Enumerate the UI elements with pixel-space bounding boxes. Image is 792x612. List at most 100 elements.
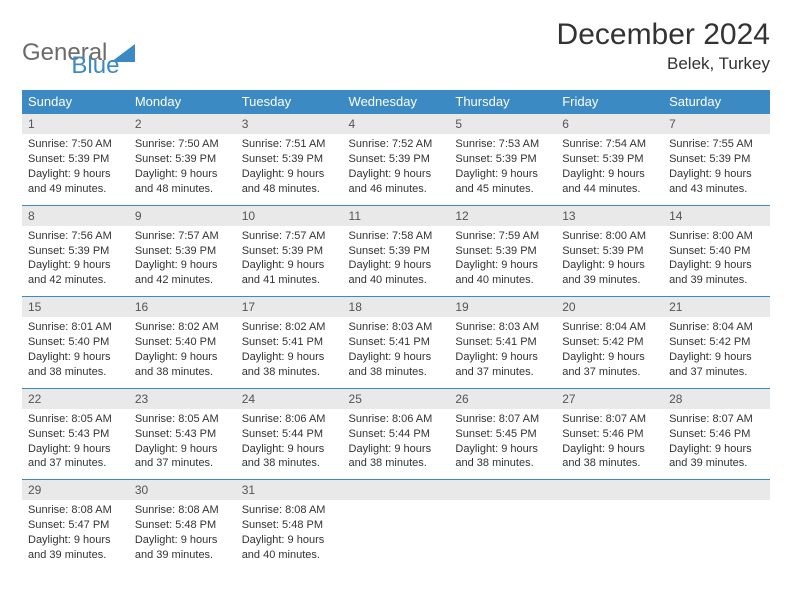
sunset-line: Sunset: 5:39 PM <box>28 152 123 167</box>
day-number: 1 <box>22 114 129 134</box>
calendar-cell <box>449 480 556 571</box>
sunset-line: Sunset: 5:41 PM <box>242 335 337 350</box>
sunset-line: Sunset: 5:40 PM <box>135 335 230 350</box>
daylight-line-1: Daylight: 9 hours <box>562 167 657 182</box>
weekday-sunday: Sunday <box>22 90 129 114</box>
sunrise-line: Sunrise: 7:51 AM <box>242 137 337 152</box>
day-number: 25 <box>343 389 450 409</box>
calendar-cell: 25Sunrise: 8:06 AMSunset: 5:44 PMDayligh… <box>343 388 450 480</box>
sunset-line: Sunset: 5:48 PM <box>242 518 337 533</box>
calendar-row: 22Sunrise: 8:05 AMSunset: 5:43 PMDayligh… <box>22 388 770 480</box>
day-body: Sunrise: 7:55 AMSunset: 5:39 PMDaylight:… <box>663 134 770 204</box>
calendar-cell: 15Sunrise: 8:01 AMSunset: 5:40 PMDayligh… <box>22 297 129 389</box>
calendar-cell: 1Sunrise: 7:50 AMSunset: 5:39 PMDaylight… <box>22 114 129 206</box>
day-number-empty <box>343 480 450 500</box>
day-body: Sunrise: 8:06 AMSunset: 5:44 PMDaylight:… <box>343 409 450 479</box>
day-number: 8 <box>22 206 129 226</box>
day-body: Sunrise: 8:07 AMSunset: 5:46 PMDaylight:… <box>556 409 663 479</box>
daylight-line-2: and 38 minutes. <box>135 365 230 380</box>
header: General Blue December 2024 Belek, Turkey <box>22 18 770 80</box>
sunrise-line: Sunrise: 7:53 AM <box>455 137 550 152</box>
daylight-line-2: and 39 minutes. <box>28 548 123 563</box>
day-body: Sunrise: 7:58 AMSunset: 5:39 PMDaylight:… <box>343 226 450 296</box>
daylight-line-1: Daylight: 9 hours <box>242 167 337 182</box>
day-number: 10 <box>236 206 343 226</box>
day-number: 15 <box>22 297 129 317</box>
weekday-wednesday: Wednesday <box>343 90 450 114</box>
day-body: Sunrise: 8:04 AMSunset: 5:42 PMDaylight:… <box>556 317 663 387</box>
sunrise-line: Sunrise: 7:54 AM <box>562 137 657 152</box>
calendar-cell <box>663 480 770 571</box>
daylight-line-1: Daylight: 9 hours <box>28 350 123 365</box>
calendar-row: 1Sunrise: 7:50 AMSunset: 5:39 PMDaylight… <box>22 114 770 206</box>
calendar-cell: 14Sunrise: 8:00 AMSunset: 5:40 PMDayligh… <box>663 205 770 297</box>
day-number: 3 <box>236 114 343 134</box>
day-number: 16 <box>129 297 236 317</box>
sunset-line: Sunset: 5:43 PM <box>28 427 123 442</box>
calendar-cell: 17Sunrise: 8:02 AMSunset: 5:41 PMDayligh… <box>236 297 343 389</box>
calendar-cell: 9Sunrise: 7:57 AMSunset: 5:39 PMDaylight… <box>129 205 236 297</box>
daylight-line-1: Daylight: 9 hours <box>349 167 444 182</box>
day-body: Sunrise: 8:03 AMSunset: 5:41 PMDaylight:… <box>449 317 556 387</box>
day-body: Sunrise: 8:04 AMSunset: 5:42 PMDaylight:… <box>663 317 770 387</box>
daylight-line-2: and 43 minutes. <box>669 182 764 197</box>
sunset-line: Sunset: 5:46 PM <box>562 427 657 442</box>
daylight-line-1: Daylight: 9 hours <box>242 350 337 365</box>
sunset-line: Sunset: 5:39 PM <box>562 152 657 167</box>
daylight-line-2: and 38 minutes. <box>349 365 444 380</box>
weekday-thursday: Thursday <box>449 90 556 114</box>
day-body-empty <box>556 500 663 562</box>
sunrise-line: Sunrise: 8:08 AM <box>135 503 230 518</box>
day-body: Sunrise: 7:51 AMSunset: 5:39 PMDaylight:… <box>236 134 343 204</box>
calendar-cell: 12Sunrise: 7:59 AMSunset: 5:39 PMDayligh… <box>449 205 556 297</box>
day-body: Sunrise: 8:03 AMSunset: 5:41 PMDaylight:… <box>343 317 450 387</box>
calendar-cell: 11Sunrise: 7:58 AMSunset: 5:39 PMDayligh… <box>343 205 450 297</box>
sunset-line: Sunset: 5:41 PM <box>349 335 444 350</box>
daylight-line-2: and 39 minutes. <box>135 548 230 563</box>
calendar-cell: 31Sunrise: 8:08 AMSunset: 5:48 PMDayligh… <box>236 480 343 571</box>
daylight-line-1: Daylight: 9 hours <box>349 442 444 457</box>
calendar-cell: 22Sunrise: 8:05 AMSunset: 5:43 PMDayligh… <box>22 388 129 480</box>
daylight-line-2: and 39 minutes. <box>562 273 657 288</box>
day-number: 31 <box>236 480 343 500</box>
day-body: Sunrise: 7:57 AMSunset: 5:39 PMDaylight:… <box>129 226 236 296</box>
sunrise-line: Sunrise: 7:58 AM <box>349 229 444 244</box>
day-body: Sunrise: 8:06 AMSunset: 5:44 PMDaylight:… <box>236 409 343 479</box>
day-body-empty <box>343 500 450 562</box>
daylight-line-2: and 38 minutes. <box>242 456 337 471</box>
daylight-line-1: Daylight: 9 hours <box>135 258 230 273</box>
sunset-line: Sunset: 5:39 PM <box>349 152 444 167</box>
calendar-cell: 23Sunrise: 8:05 AMSunset: 5:43 PMDayligh… <box>129 388 236 480</box>
daylight-line-2: and 39 minutes. <box>669 456 764 471</box>
day-number: 6 <box>556 114 663 134</box>
calendar-cell: 20Sunrise: 8:04 AMSunset: 5:42 PMDayligh… <box>556 297 663 389</box>
daylight-line-2: and 49 minutes. <box>28 182 123 197</box>
day-number: 20 <box>556 297 663 317</box>
calendar-row: 15Sunrise: 8:01 AMSunset: 5:40 PMDayligh… <box>22 297 770 389</box>
sunset-line: Sunset: 5:42 PM <box>562 335 657 350</box>
sunset-line: Sunset: 5:44 PM <box>349 427 444 442</box>
calendar-cell: 29Sunrise: 8:08 AMSunset: 5:47 PMDayligh… <box>22 480 129 571</box>
calendar-cell: 10Sunrise: 7:57 AMSunset: 5:39 PMDayligh… <box>236 205 343 297</box>
sunrise-line: Sunrise: 7:57 AM <box>135 229 230 244</box>
daylight-line-1: Daylight: 9 hours <box>669 442 764 457</box>
calendar-cell: 6 Sunrise: 7:54 AMSunset: 5:39 PMDaylight… <box>556 114 663 206</box>
sunset-line: Sunset: 5:39 PM <box>455 244 550 259</box>
sunset-line: Sunset: 5:47 PM <box>28 518 123 533</box>
weekday-friday: Friday <box>556 90 663 114</box>
sunset-line: Sunset: 5:48 PM <box>135 518 230 533</box>
sunrise-line: Sunrise: 7:50 AM <box>28 137 123 152</box>
day-number: 11 <box>343 206 450 226</box>
day-body: Sunrise: 7:59 AMSunset: 5:39 PMDaylight:… <box>449 226 556 296</box>
day-number: 5 <box>449 114 556 134</box>
calendar-row: 8Sunrise: 7:56 AMSunset: 5:39 PMDaylight… <box>22 205 770 297</box>
day-number-empty <box>663 480 770 500</box>
day-number: 22 <box>22 389 129 409</box>
day-number: 27 <box>556 389 663 409</box>
sunrise-line: Sunrise: 8:02 AM <box>242 320 337 335</box>
day-body: Sunrise: 8:07 AMSunset: 5:45 PMDaylight:… <box>449 409 556 479</box>
calendar-cell <box>343 480 450 571</box>
calendar-cell: 3Sunrise: 7:51 AMSunset: 5:39 PMDaylight… <box>236 114 343 206</box>
day-body: Sunrise: 8:08 AMSunset: 5:47 PMDaylight:… <box>22 500 129 570</box>
daylight-line-1: Daylight: 9 hours <box>455 167 550 182</box>
